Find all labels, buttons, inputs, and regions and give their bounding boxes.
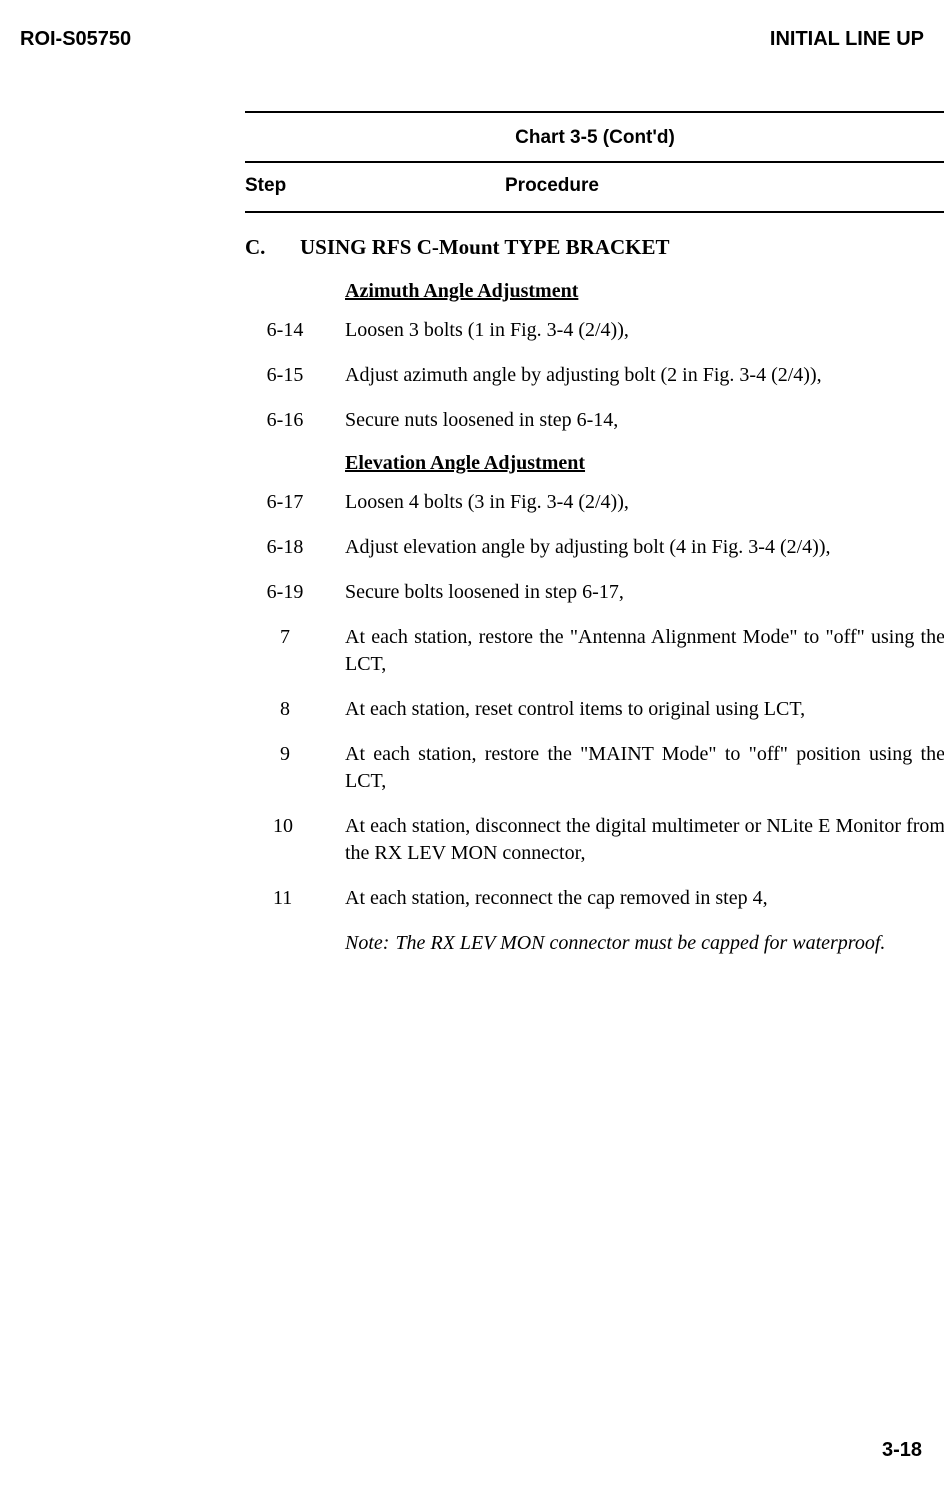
step-6-16: 6-16 Secure nuts loosened in step 6-14, — [245, 407, 944, 434]
step-8: 8 At each station, reset control items t… — [245, 696, 944, 723]
step-text: Adjust elevation angle by adjusting bolt… — [345, 534, 944, 561]
step-num: 9 — [245, 741, 345, 795]
step-7: 7 At each station, restore the "Antenna … — [245, 624, 944, 678]
chart-label: Chart 3-5 (Cont'd) — [245, 113, 944, 161]
step-text: Secure bolts loosened in step 6-17, — [345, 579, 944, 606]
step-text: At each station, restore the "Antenna Al… — [345, 624, 944, 678]
subhead-azimuth: Azimuth Angle Adjustment — [345, 280, 944, 303]
step-text: At each station, reconnect the cap remov… — [345, 885, 944, 912]
note: Note: The RX LEV MON connector must be c… — [345, 930, 944, 957]
step-text: At each station, restore the "MAINT Mode… — [345, 741, 944, 795]
step-num: 10 — [245, 813, 345, 867]
rule-bottom — [245, 211, 944, 213]
step-num: 11 — [245, 885, 345, 912]
content-area: Chart 3-5 (Cont'd) Step Procedure C. USI… — [245, 111, 944, 957]
step-6-14: 6-14 Loosen 3 bolts (1 in Fig. 3-4 (2/4)… — [245, 317, 944, 344]
step-6-18: 6-18 Adjust elevation angle by adjusting… — [245, 534, 944, 561]
step-11: 11 At each station, reconnect the cap re… — [245, 885, 944, 912]
note-text: The RX LEV MON connector must be capped … — [395, 930, 944, 957]
step-text: Adjust azimuth angle by adjusting bolt (… — [345, 362, 944, 389]
step-num: 8 — [245, 696, 345, 723]
section-letter: C. — [245, 235, 300, 260]
subhead-elevation: Elevation Angle Adjustment — [345, 452, 944, 475]
section-title: USING RFS C-Mount TYPE BRACKET — [300, 235, 670, 260]
page-header: ROI-S05750 INITIAL LINE UP — [20, 28, 924, 51]
step-num: 6-14 — [245, 317, 345, 344]
step-10: 10 At each station, disconnect the digit… — [245, 813, 944, 867]
step-num: 7 — [245, 624, 345, 678]
step-text: Loosen 3 bolts (1 in Fig. 3-4 (2/4)), — [345, 317, 944, 344]
step-6-15: 6-15 Adjust azimuth angle by adjusting b… — [245, 362, 944, 389]
step-num: 6-15 — [245, 362, 345, 389]
header-title: INITIAL LINE UP — [770, 28, 924, 51]
step-num: 6-19 — [245, 579, 345, 606]
step-num: 6-18 — [245, 534, 345, 561]
step-text: Secure nuts loosened in step 6-14, — [345, 407, 944, 434]
col-procedure: Procedure — [505, 175, 599, 197]
step-6-17: 6-17 Loosen 4 bolts (3 in Fig. 3-4 (2/4)… — [245, 489, 944, 516]
step-9: 9 At each station, restore the "MAINT Mo… — [245, 741, 944, 795]
doc-id: ROI-S05750 — [20, 28, 131, 51]
note-label: Note: — [345, 930, 395, 957]
step-num: 6-17 — [245, 489, 345, 516]
step-text: Loosen 4 bolts (3 in Fig. 3-4 (2/4)), — [345, 489, 944, 516]
step-6-19: 6-19 Secure bolts loosened in step 6-17, — [245, 579, 944, 606]
step-text: At each station, reset control items to … — [345, 696, 944, 723]
section-heading: C. USING RFS C-Mount TYPE BRACKET — [245, 235, 944, 260]
page-number: 3-18 — [882, 1439, 922, 1462]
column-headers: Step Procedure — [245, 163, 944, 211]
col-step: Step — [245, 175, 505, 197]
step-num: 6-16 — [245, 407, 345, 434]
step-text: At each station, disconnect the digital … — [345, 813, 944, 867]
